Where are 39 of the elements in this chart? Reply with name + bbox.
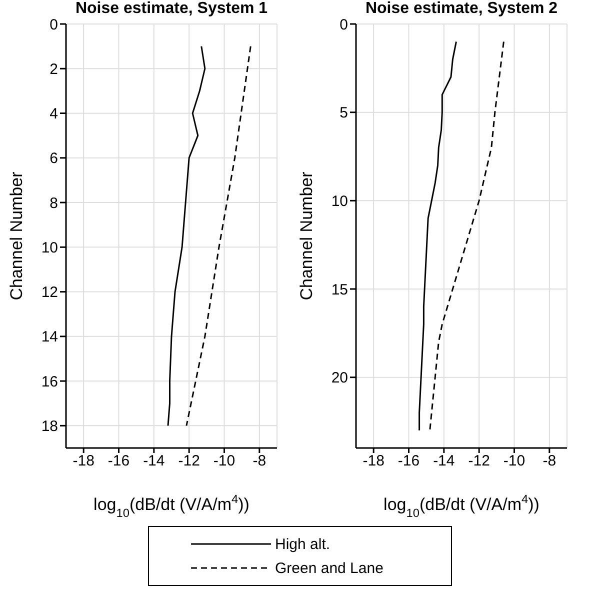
x-tick-label: -18 [362, 452, 384, 470]
y-axis-title: Channel Number [7, 171, 26, 300]
y-tick-label: 0 [340, 16, 348, 34]
x-axis-title: log$_{10}$(dB/dt (V/A/m$^{4}$)) [94, 492, 250, 520]
y-tick-label: 12 [41, 284, 58, 302]
y-tick-label: 6 [50, 150, 58, 168]
chart-title: Noise estimate, System 1 [74, 0, 269, 18]
y-tick-label: 20 [331, 370, 348, 387]
y-tick-label: 16 [41, 373, 58, 390]
x-tick-label: -10 [503, 452, 526, 470]
y-tick-label: 4 [50, 106, 58, 123]
line-series [167, 46, 206, 426]
y-tick-label: 2 [50, 60, 58, 78]
x-tick-label: -18 [72, 452, 94, 470]
y-tick-label: 8 [50, 194, 58, 212]
x-tick-label: -16 [398, 452, 420, 470]
y-tick-label: 15 [331, 281, 348, 298]
x-tick-label: -12 [468, 452, 490, 470]
y-tick-label: 5 [340, 104, 348, 122]
y-axis-title: Channel Number [297, 171, 316, 300]
text: High alt. [275, 536, 330, 552]
line-series [418, 40, 457, 432]
x-tick-label: -14 [433, 452, 455, 470]
y-tick-label: 0 [50, 16, 58, 34]
x-tick-label: -10 [213, 452, 236, 470]
x-tick-label: -8 [542, 452, 556, 470]
y-tick-label: 10 [41, 239, 58, 256]
y-tick-label: 10 [331, 192, 348, 210]
y-tick-label: 14 [41, 328, 58, 346]
x-tick-label: -12 [178, 452, 200, 470]
x-tick-label: -14 [143, 452, 165, 470]
x-tick-label: -8 [252, 452, 266, 470]
line-series [186, 46, 252, 426]
x-tick-label: -16 [108, 452, 130, 470]
y-tick-label: 18 [41, 418, 58, 436]
chart-title: Noise estimate, System 2 [364, 0, 559, 18]
text: Green and Lane [275, 560, 384, 576]
x-axis-title: log$_{10}$(dB/dt (V/A/m$^{4}$)) [384, 492, 540, 520]
line-series [429, 40, 504, 432]
